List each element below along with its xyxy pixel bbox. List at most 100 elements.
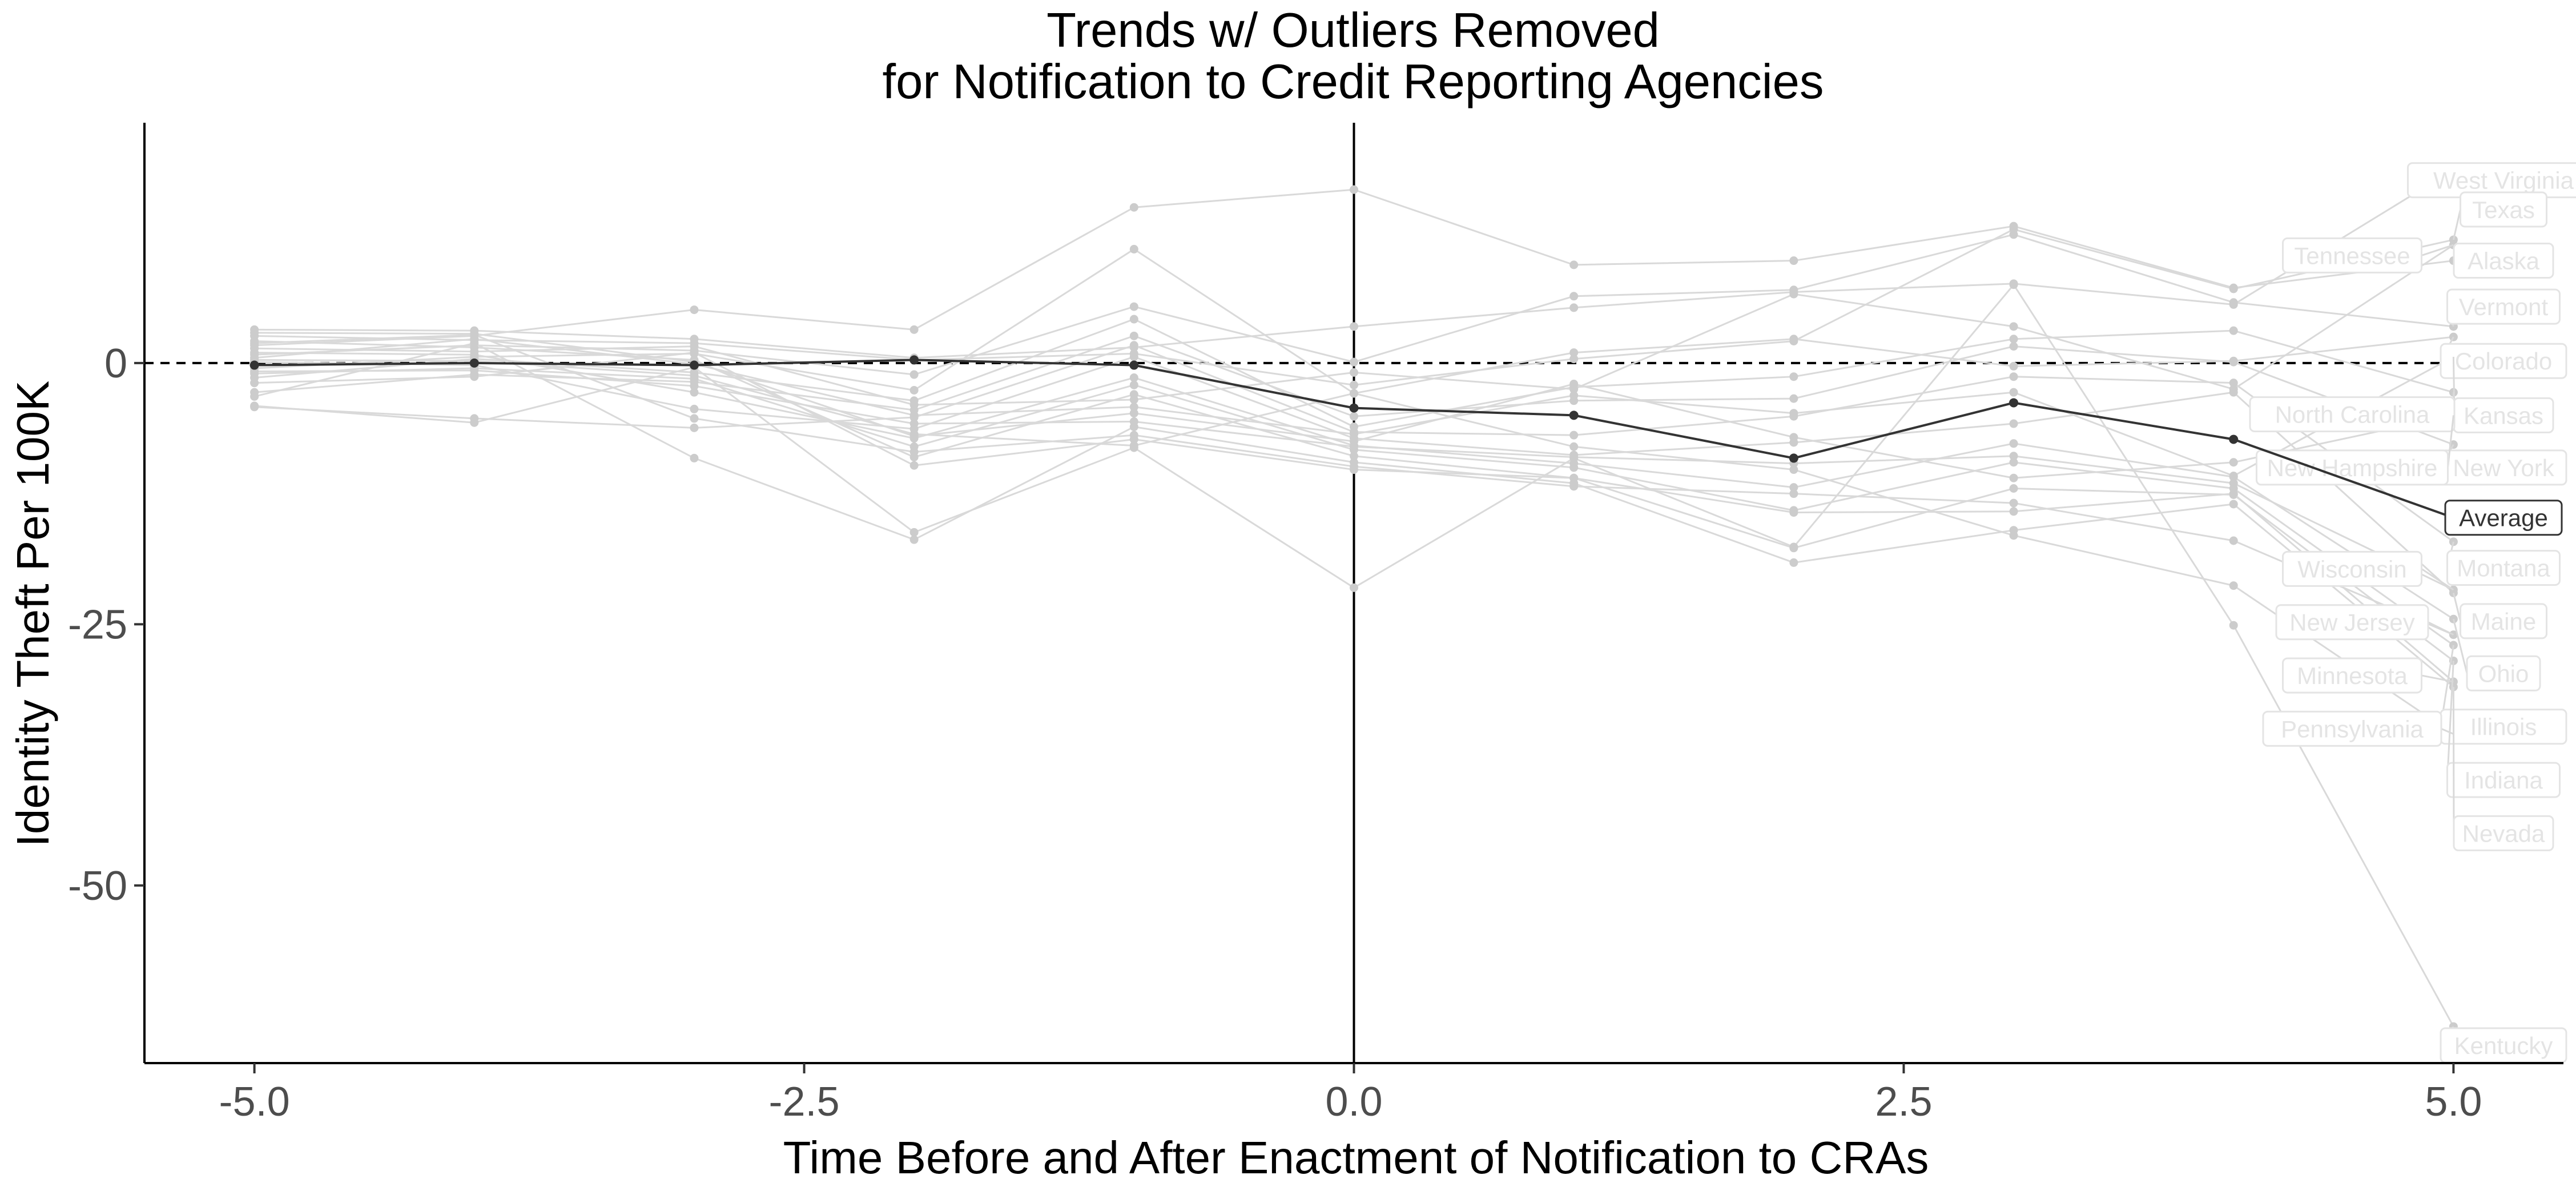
series-point: [2009, 531, 2018, 540]
series-point: [2229, 536, 2238, 545]
series-point: [2229, 478, 2238, 488]
series-point: [1350, 380, 1358, 389]
series-point: [1789, 256, 1798, 265]
series-point: [1789, 542, 1798, 552]
series-point: [1789, 508, 1798, 517]
series-label: Vermont: [2459, 293, 2549, 320]
series-point: [2229, 283, 2238, 292]
series-label-box: [2453, 243, 2554, 279]
series-label-box: [2282, 657, 2422, 694]
series-point: [1789, 558, 1798, 567]
series-point: [909, 325, 919, 334]
series-point: [1129, 203, 1138, 212]
series-point: [2229, 500, 2238, 509]
series-point: [2009, 498, 2018, 508]
series-point: [1129, 403, 1138, 412]
series-point: [1129, 441, 1138, 450]
label-leader: [2428, 621, 2454, 636]
x-tick-label: 0.0: [1325, 1079, 1382, 1125]
series-label-box: [2440, 343, 2567, 379]
series-label-box: [2282, 550, 2422, 587]
y-tick-label: 0: [104, 341, 127, 387]
series-point: [2229, 357, 2238, 367]
series-label-box: [2249, 396, 2456, 433]
series-label: New Hampshire: [2267, 454, 2438, 481]
series-point: [250, 379, 259, 388]
series-point: [2009, 507, 2018, 516]
series-point: [1350, 412, 1358, 421]
series-label: Wisconsin: [2297, 556, 2406, 582]
series-point: [470, 418, 479, 427]
series-point: [909, 400, 919, 409]
series-point: [1569, 391, 1579, 400]
series-label: Alaska: [2468, 248, 2540, 275]
series-point: [1569, 260, 1579, 269]
series-point: [909, 411, 919, 420]
label-leader: [2441, 728, 2454, 735]
series-label: New Jersey: [2289, 609, 2414, 636]
series-point: [909, 535, 919, 544]
x-tick-label: 2.5: [1875, 1079, 1932, 1125]
average-point: [1129, 360, 1139, 370]
series-point: [250, 328, 259, 337]
series-point: [2009, 335, 2018, 344]
series-point: [1569, 348, 1579, 357]
series-point: [909, 461, 919, 470]
series-point: [1129, 244, 1138, 254]
series-point: [1129, 380, 1138, 389]
series-point: [909, 419, 919, 428]
series-point: [2229, 472, 2238, 481]
series-point: [690, 381, 699, 391]
series-point: [1350, 185, 1358, 194]
x-tick-label: -2.5: [769, 1079, 840, 1125]
x-tick-label: 5.0: [2425, 1079, 2482, 1125]
series-point: [1789, 483, 1798, 492]
series-point: [2229, 621, 2238, 630]
series-point: [470, 347, 479, 356]
series-point: [1129, 373, 1138, 383]
series-label: New York: [2453, 454, 2554, 481]
label-leader: [2421, 568, 2454, 591]
series-point: [2229, 379, 2238, 388]
series-point: [1350, 389, 1358, 398]
series-point: [909, 447, 919, 456]
series-point: [690, 348, 699, 357]
series-point: [2229, 489, 2238, 498]
series-label-box: [2466, 655, 2541, 691]
series-point: [2009, 322, 2018, 331]
series-point: [690, 404, 699, 413]
series-point: [1350, 429, 1358, 438]
series-point: [2229, 458, 2238, 467]
average-point: [2229, 434, 2239, 444]
series-label-box: [2446, 762, 2561, 798]
series-point: [250, 339, 259, 348]
x-tick-label: -5.0: [219, 1079, 290, 1125]
label-leader: [2447, 415, 2454, 468]
series-point: [2009, 230, 2018, 239]
series-label-box: [2446, 550, 2561, 586]
series-point: [1129, 417, 1138, 426]
series-label: Ohio: [2478, 660, 2529, 687]
label-leader: [2452, 687, 2455, 834]
x-axis-title: Time Before and After Enactment of Notif…: [783, 1132, 1929, 1183]
series-point: [1789, 372, 1798, 381]
series-point: [1569, 453, 1579, 462]
series-label: Minnesota: [2297, 662, 2408, 689]
y-tick-label: -25: [68, 602, 127, 647]
series-point: [2009, 419, 2018, 428]
series-label-box: [2453, 815, 2554, 851]
series-point: [909, 528, 919, 537]
average-point: [249, 360, 259, 370]
series-point: [2009, 342, 2018, 351]
average-point: [469, 358, 479, 368]
series-point: [1789, 289, 1798, 299]
series-point: [2229, 326, 2238, 335]
series-label-box: [2256, 449, 2449, 486]
series-point: [1129, 341, 1138, 350]
chart-title: Trends w/ Outliers Removed: [1046, 3, 1660, 58]
series-point: [1569, 442, 1579, 451]
series-point: [470, 366, 479, 375]
average-point: [1789, 453, 1798, 463]
average-point: [909, 355, 919, 365]
y-axis-title: Identity Theft Per 100K: [7, 381, 58, 847]
